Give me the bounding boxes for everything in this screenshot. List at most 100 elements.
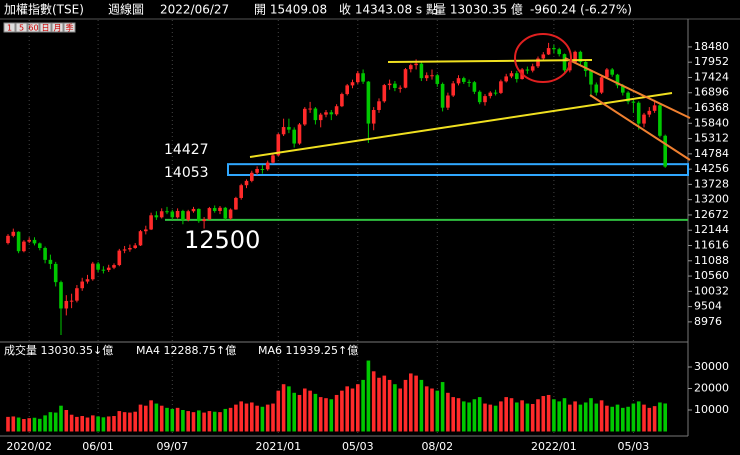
volume-bar: [340, 390, 344, 432]
candle-body: [303, 108, 307, 125]
volume-bar: [472, 399, 477, 432]
candle-body: [446, 95, 450, 108]
candle-body: [128, 247, 132, 250]
candle-body: [112, 265, 116, 268]
candle-body: [366, 81, 371, 124]
candle-body: [255, 169, 259, 173]
candle-body: [440, 83, 445, 108]
candle-body: [318, 114, 323, 121]
volume-bar: [583, 402, 588, 432]
period-button-label[interactable]: 月: [54, 24, 62, 33]
volume-bar: [446, 392, 450, 432]
candle-body: [202, 219, 206, 222]
volume-bar: [493, 405, 498, 432]
candle-body: [16, 231, 21, 252]
candle-body: [599, 77, 604, 93]
volume-bar: [398, 388, 402, 432]
x-tick-label: 2022/01: [531, 440, 577, 453]
volume-bar: [80, 416, 84, 432]
volume-bar: [345, 386, 349, 432]
candle-body: [6, 235, 10, 244]
candle-body: [53, 263, 58, 283]
y-tick-label: 13728: [694, 177, 729, 190]
volume-bar: [38, 418, 42, 432]
volume-bar: [573, 401, 577, 432]
volume-bar: [419, 379, 424, 432]
period-button: [15, 22, 28, 33]
candle-body: [462, 78, 466, 82]
volume-header: 成交量 13030.35↓億: [4, 343, 113, 357]
volume-bar: [393, 384, 397, 432]
volume-bar: [22, 419, 26, 432]
y-tick-label: 12672: [694, 208, 729, 221]
volume-bar: [287, 386, 291, 432]
volume-bar: [589, 398, 593, 432]
volume-bar: [149, 400, 153, 432]
volume-bar: [488, 404, 493, 432]
candle-body: [234, 197, 238, 210]
volume-bar: [165, 407, 169, 432]
volume-bar: [663, 403, 667, 432]
y-tick-label: 10560: [694, 269, 729, 282]
volume-bar: [6, 416, 10, 432]
candle-body: [170, 211, 175, 218]
candle-body: [271, 155, 275, 163]
volume-bar: [181, 410, 185, 432]
volume-bar: [117, 411, 122, 432]
candle-body: [133, 245, 137, 248]
period-button-label[interactable]: 1: [7, 24, 12, 33]
candle-body: [32, 239, 37, 244]
volume-bar: [467, 402, 471, 432]
candle-body: [106, 267, 111, 270]
volume-bar: [265, 404, 270, 432]
volume-bar: [451, 397, 455, 432]
candle-body: [181, 210, 185, 220]
candle-body: [85, 279, 90, 282]
volume-bar: [557, 401, 561, 432]
volume-bar: [371, 371, 376, 432]
volume-bar: [552, 399, 556, 432]
volume-bar: [175, 407, 180, 432]
candle-body: [175, 210, 180, 218]
candle-body: [191, 208, 196, 212]
period-button-label[interactable]: 5: [19, 24, 24, 33]
candle-body: [297, 124, 302, 144]
x-tick-label: 05/03: [342, 440, 374, 453]
volume-bar: [154, 403, 159, 432]
candle-body: [477, 91, 482, 103]
period-button-label[interactable]: 日: [42, 24, 50, 33]
candle-body: [101, 269, 106, 271]
x-tick-label: 05/03: [618, 440, 650, 453]
candle-body: [583, 61, 588, 71]
candle-body: [149, 215, 153, 230]
candle-body: [509, 73, 514, 77]
candle-body: [541, 54, 546, 59]
period-button-label[interactable]: 60: [28, 24, 38, 33]
candle-body: [398, 87, 402, 89]
volume-bar: [329, 399, 334, 432]
y-tick-label: 11616: [694, 239, 729, 252]
volume-bar: [234, 404, 238, 432]
candle-body: [43, 247, 47, 260]
candle-body: [647, 110, 652, 115]
volume-bar: [191, 412, 196, 432]
volume-bar: [377, 377, 381, 432]
volume-bar: [260, 406, 265, 432]
candle-body: [250, 172, 254, 181]
candle-body: [22, 241, 26, 252]
candle-body: [144, 229, 148, 232]
volume-bar: [541, 396, 546, 432]
candle-body: [382, 85, 387, 102]
candle-body: [122, 249, 127, 251]
candle-body: [483, 96, 487, 103]
candle-body: [642, 114, 646, 124]
period-button-label[interactable]: 季: [66, 23, 74, 33]
y-tick-label: 15840: [694, 116, 729, 129]
candle-body: [27, 239, 31, 242]
candle-body: [610, 69, 614, 75]
y-tick-label: 8976: [694, 315, 722, 328]
volume-bar: [297, 394, 302, 432]
volume-bar: [16, 417, 21, 432]
volume-bar: [382, 375, 387, 432]
volume-bar: [621, 407, 625, 432]
